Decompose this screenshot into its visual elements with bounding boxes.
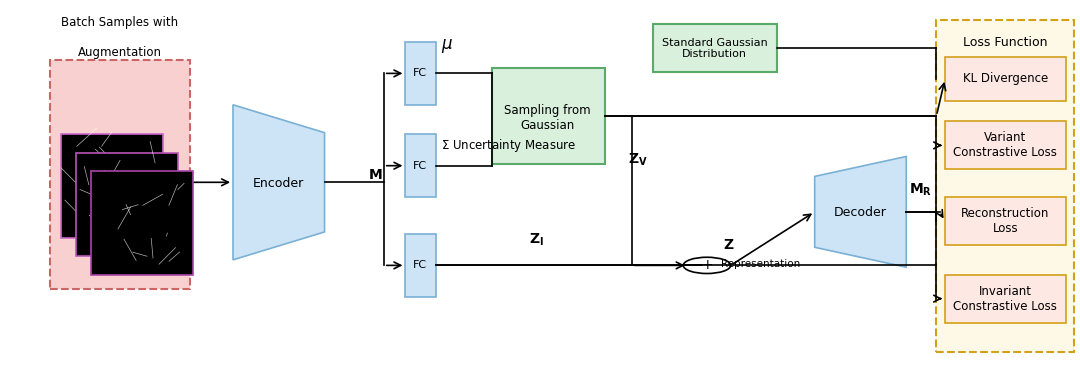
Text: $\mathbf{M}$: $\mathbf{M}$ <box>367 168 382 182</box>
Text: Reconstruction
Loss: Reconstruction Loss <box>961 207 1050 235</box>
Text: Invariant
Constrastive Loss: Invariant Constrastive Loss <box>954 285 1057 312</box>
FancyBboxPatch shape <box>945 57 1066 101</box>
FancyBboxPatch shape <box>405 134 435 197</box>
FancyBboxPatch shape <box>60 134 163 238</box>
Text: Standard Gaussian
Distribution: Standard Gaussian Distribution <box>662 38 768 60</box>
Text: FC: FC <box>414 260 428 270</box>
FancyBboxPatch shape <box>91 171 193 275</box>
FancyBboxPatch shape <box>405 42 435 105</box>
Text: Representation: Representation <box>721 259 800 269</box>
Text: +: + <box>701 259 713 272</box>
FancyBboxPatch shape <box>945 275 1066 323</box>
Polygon shape <box>814 157 906 267</box>
FancyBboxPatch shape <box>945 121 1066 169</box>
Text: $\mathbf{Z_I}$: $\mathbf{Z_I}$ <box>529 231 544 248</box>
FancyBboxPatch shape <box>945 197 1066 245</box>
Text: Variant
Constrastive Loss: Variant Constrastive Loss <box>954 131 1057 159</box>
Text: FC: FC <box>414 68 428 78</box>
Text: Loss Function: Loss Function <box>963 35 1048 48</box>
Text: FC: FC <box>414 161 428 171</box>
FancyBboxPatch shape <box>76 153 178 256</box>
Text: Augmentation: Augmentation <box>78 46 162 59</box>
Text: Decoder: Decoder <box>834 206 887 219</box>
Text: KL Divergence: KL Divergence <box>962 73 1048 86</box>
Text: $\Sigma$ Uncertainty Measure: $\Sigma$ Uncertainty Measure <box>441 137 576 154</box>
FancyBboxPatch shape <box>50 61 190 289</box>
FancyBboxPatch shape <box>491 68 605 164</box>
Text: $\mathbf{Z}$: $\mathbf{Z}$ <box>724 238 734 252</box>
Text: $\mathbf{M_R}$: $\mathbf{M_R}$ <box>909 182 933 198</box>
Text: Sampling from
Gaussian: Sampling from Gaussian <box>504 104 591 132</box>
Text: $\mathbf{Z_V}$: $\mathbf{Z_V}$ <box>629 152 648 169</box>
Text: Encoder: Encoder <box>253 177 303 190</box>
Polygon shape <box>233 105 325 260</box>
FancyBboxPatch shape <box>405 234 435 297</box>
FancyBboxPatch shape <box>936 20 1075 352</box>
FancyBboxPatch shape <box>653 23 777 71</box>
Text: $\mu$: $\mu$ <box>441 37 453 55</box>
Text: Batch Samples with: Batch Samples with <box>62 16 178 29</box>
